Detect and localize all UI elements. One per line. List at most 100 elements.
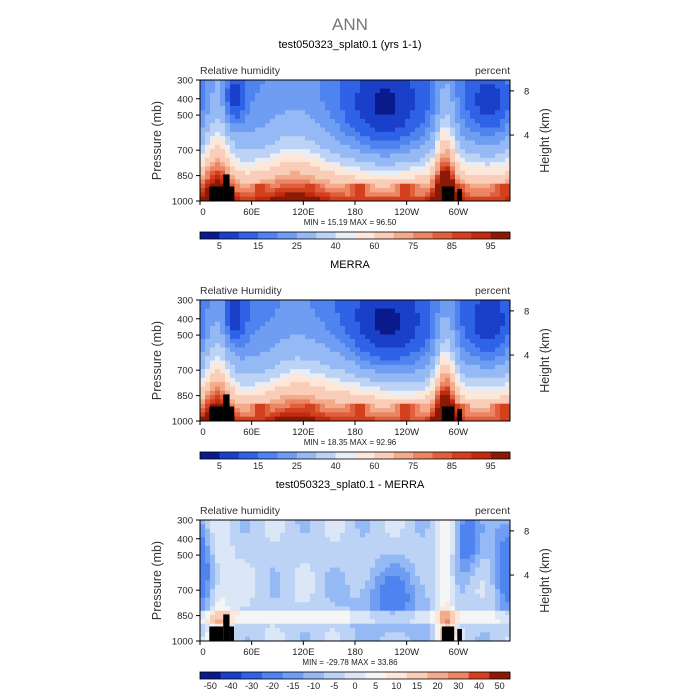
heatmap-cell — [305, 183, 311, 189]
heatmap-cell — [250, 101, 256, 107]
heatmap-cell — [220, 593, 226, 599]
heatmap-cell — [200, 369, 206, 374]
heatmap-cell — [245, 395, 251, 400]
heatmap-cell — [280, 300, 286, 305]
heatmap-cell — [295, 390, 301, 396]
heatmap-cell — [435, 386, 441, 392]
heatmap-cell — [480, 399, 486, 405]
heatmap-cell — [445, 131, 451, 137]
heatmap-cell — [440, 584, 446, 590]
heatmap-cell — [295, 584, 301, 590]
heatmap-cell — [480, 416, 486, 422]
heatmap-cell — [230, 162, 236, 167]
heatmap-cell — [460, 192, 466, 198]
heatmap-cell — [390, 183, 396, 189]
heatmap-cell — [410, 175, 416, 180]
heatmap-cell — [245, 545, 251, 551]
colorbar-label: 85 — [447, 461, 457, 471]
heatmap-cell — [250, 390, 256, 396]
heatmap-cell — [310, 528, 316, 534]
heatmap-cell — [485, 576, 491, 581]
heatmap-cell — [475, 382, 481, 387]
heatmap-cell — [340, 580, 346, 586]
heatmap-cell — [235, 541, 241, 547]
heatmap-cell — [330, 343, 336, 348]
heatmap-cell — [415, 520, 421, 525]
heatmap-cell — [465, 576, 471, 581]
heatmap-cell — [265, 580, 271, 586]
heatmap-cell — [245, 188, 251, 193]
heatmap-cell — [260, 188, 266, 193]
heatmap-cell — [415, 408, 421, 413]
heatmap-cell — [450, 114, 456, 120]
heatmap-cell — [245, 308, 251, 314]
heatmap-cell — [500, 308, 506, 314]
heatmap-cell — [370, 386, 376, 392]
heatmap-cell — [385, 149, 391, 154]
heatmap-cell — [260, 528, 266, 534]
heatmap-cell — [485, 153, 491, 159]
heatmap-cell — [375, 140, 381, 146]
heatmap-cell — [400, 334, 406, 340]
heatmap-cell — [425, 584, 431, 590]
heatmap-cell — [370, 554, 376, 560]
heatmap-cell — [235, 386, 241, 392]
heatmap-cell — [475, 356, 481, 361]
heatmap-cell — [300, 338, 306, 344]
heatmap-cell — [505, 528, 511, 534]
heatmap-cell — [380, 343, 386, 348]
heatmap-cell — [385, 576, 391, 581]
heatmap-cell — [455, 343, 461, 348]
heatmap-cell — [380, 520, 386, 525]
heatmap-cell — [230, 325, 236, 331]
heatmap-cell — [240, 101, 246, 107]
heatmap-cell — [440, 554, 446, 560]
heatmap-cell — [225, 524, 231, 530]
heatmap-cell — [405, 351, 411, 357]
heatmap-cell — [390, 403, 396, 409]
heatmap-cell — [275, 188, 281, 193]
heatmap-cell — [330, 610, 336, 616]
heatmap-cell — [285, 606, 291, 612]
heatmap-cell — [230, 532, 236, 538]
heatmap-cell — [225, 170, 231, 176]
heatmap-cell — [265, 88, 271, 94]
heatmap-cell — [355, 563, 361, 568]
heatmap-cell — [280, 382, 286, 387]
heatmap-cell — [420, 105, 426, 111]
heatmap-cell — [315, 131, 321, 137]
heatmap-cell — [340, 166, 346, 172]
heatmap-cell — [380, 597, 386, 603]
heatmap-cell — [385, 567, 391, 573]
heatmap-cell — [290, 325, 296, 331]
heatmap-cell — [395, 149, 401, 154]
heatmap-cell — [470, 330, 476, 335]
heatmap-cell — [475, 399, 481, 405]
heatmap-cell — [295, 364, 301, 370]
heatmap-cell — [325, 403, 331, 409]
colorbar-swatch — [296, 232, 317, 239]
heatmap-cell — [200, 403, 206, 409]
heatmap-cell — [350, 576, 356, 581]
heatmap-cell — [395, 157, 401, 163]
heatmap-cell — [205, 550, 211, 555]
heatmap-cell — [295, 395, 301, 400]
heatmap-cell — [505, 343, 511, 348]
heatmap-cell — [485, 196, 491, 202]
heatmap-cell — [400, 170, 406, 176]
heatmap-cell — [380, 188, 386, 193]
heatmap-cell — [440, 97, 446, 103]
heatmap-cell — [205, 170, 211, 176]
heatmap-cell — [415, 532, 421, 538]
heatmap-cell — [280, 175, 286, 180]
heatmap-cell — [210, 110, 216, 115]
heatmap-cell — [350, 390, 356, 396]
heatmap-cell — [305, 537, 311, 543]
heatmap-cell — [305, 399, 311, 405]
heatmap-cell — [280, 602, 286, 607]
heatmap-cell — [240, 343, 246, 348]
heatmap-cell — [330, 532, 336, 538]
heatmap-cell — [325, 412, 331, 418]
heatmap-cell — [485, 321, 491, 327]
